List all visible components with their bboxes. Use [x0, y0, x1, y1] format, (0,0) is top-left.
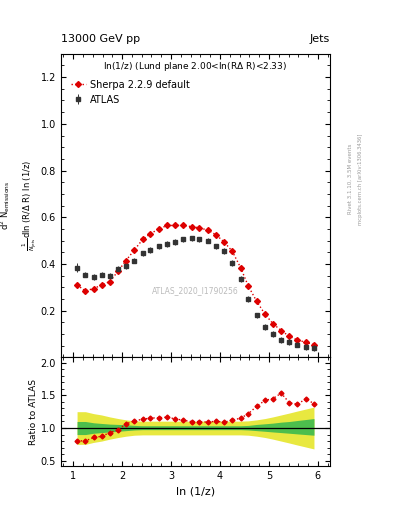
Text: mcplots.cern.ch [arXiv:1306.3436]: mcplots.cern.ch [arXiv:1306.3436] [358, 134, 363, 225]
Y-axis label: d$^2$ N$_\mathrm{emissions}$
$\frac{1}{N_\mathrm{jets}}$dln (R/$\Delta$ R) ln (1: d$^2$ N$_\mathrm{emissions}$ $\frac{1}{N… [0, 160, 39, 251]
Sherpa 2.2.9 default [148, 230, 153, 237]
Legend: Sherpa 2.2.9 default, ATLAS: Sherpa 2.2.9 default, ATLAS [71, 80, 189, 105]
Sherpa 2.2.9 default [116, 268, 121, 274]
Sherpa 2.2.9 default [206, 227, 210, 233]
Sherpa 2.2.9 default [91, 286, 96, 292]
Sherpa 2.2.9 default [197, 225, 202, 231]
Sherpa 2.2.9 default [140, 237, 145, 243]
Text: Rivet 3.1.10, 3.5M events: Rivet 3.1.10, 3.5M events [348, 144, 353, 215]
Text: Jets: Jets [310, 33, 330, 44]
Sherpa 2.2.9 default [75, 282, 79, 288]
Y-axis label: Ratio to ATLAS: Ratio to ATLAS [29, 379, 38, 445]
Sherpa 2.2.9 default [295, 337, 300, 343]
Sherpa 2.2.9 default [312, 342, 316, 348]
Text: ATLAS_2020_I1790256: ATLAS_2020_I1790256 [152, 286, 239, 295]
Sherpa 2.2.9 default [287, 333, 292, 339]
Text: 13000 GeV pp: 13000 GeV pp [61, 33, 140, 44]
Sherpa 2.2.9 default [230, 248, 235, 254]
Sherpa 2.2.9 default [124, 258, 129, 264]
Sherpa 2.2.9 default [156, 226, 161, 232]
Sherpa 2.2.9 default [189, 224, 194, 230]
Sherpa 2.2.9 default [303, 339, 308, 345]
Sherpa 2.2.9 default [214, 232, 219, 238]
Sherpa 2.2.9 default [222, 239, 226, 245]
Sherpa 2.2.9 default [181, 222, 185, 228]
Sherpa 2.2.9 default [254, 298, 259, 305]
Sherpa 2.2.9 default [108, 279, 112, 285]
Sherpa 2.2.9 default [270, 321, 275, 327]
Sherpa 2.2.9 default [165, 222, 169, 228]
Text: ln(1/z) (Lund plane 2.00<ln(R$\Delta$ R)<2.33): ln(1/z) (Lund plane 2.00<ln(R$\Delta$ R)… [103, 60, 288, 73]
Sherpa 2.2.9 default [99, 282, 104, 288]
Sherpa 2.2.9 default [279, 328, 283, 334]
Sherpa 2.2.9 default [132, 247, 137, 253]
Sherpa 2.2.9 default [173, 222, 177, 228]
Sherpa 2.2.9 default [246, 283, 251, 289]
Sherpa 2.2.9 default [263, 311, 267, 317]
Sherpa 2.2.9 default [238, 264, 243, 270]
Line: Sherpa 2.2.9 default: Sherpa 2.2.9 default [75, 223, 316, 347]
Sherpa 2.2.9 default [83, 288, 88, 294]
X-axis label: ln (1/z): ln (1/z) [176, 486, 215, 496]
